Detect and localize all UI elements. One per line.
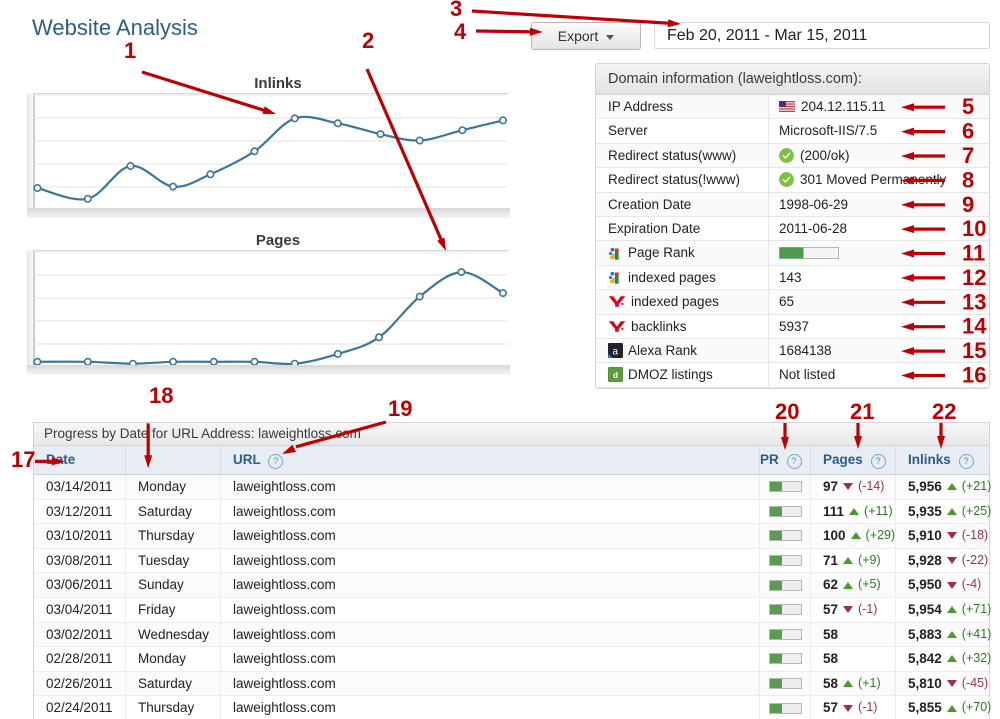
svg-text:1: 1 [124,38,136,63]
svg-text:19: 19 [388,396,412,421]
svg-text:3: 3 [450,0,462,21]
svg-text:22: 22 [932,399,956,424]
svg-text:2: 2 [362,28,374,53]
svg-text:17: 17 [11,447,35,472]
svg-text:d: d [613,371,618,380]
svg-text:18: 18 [149,383,173,408]
svg-text:21: 21 [850,399,874,424]
svg-text:20: 20 [775,399,799,424]
svg-text:4: 4 [454,19,467,44]
svg-text:a: a [612,347,618,358]
